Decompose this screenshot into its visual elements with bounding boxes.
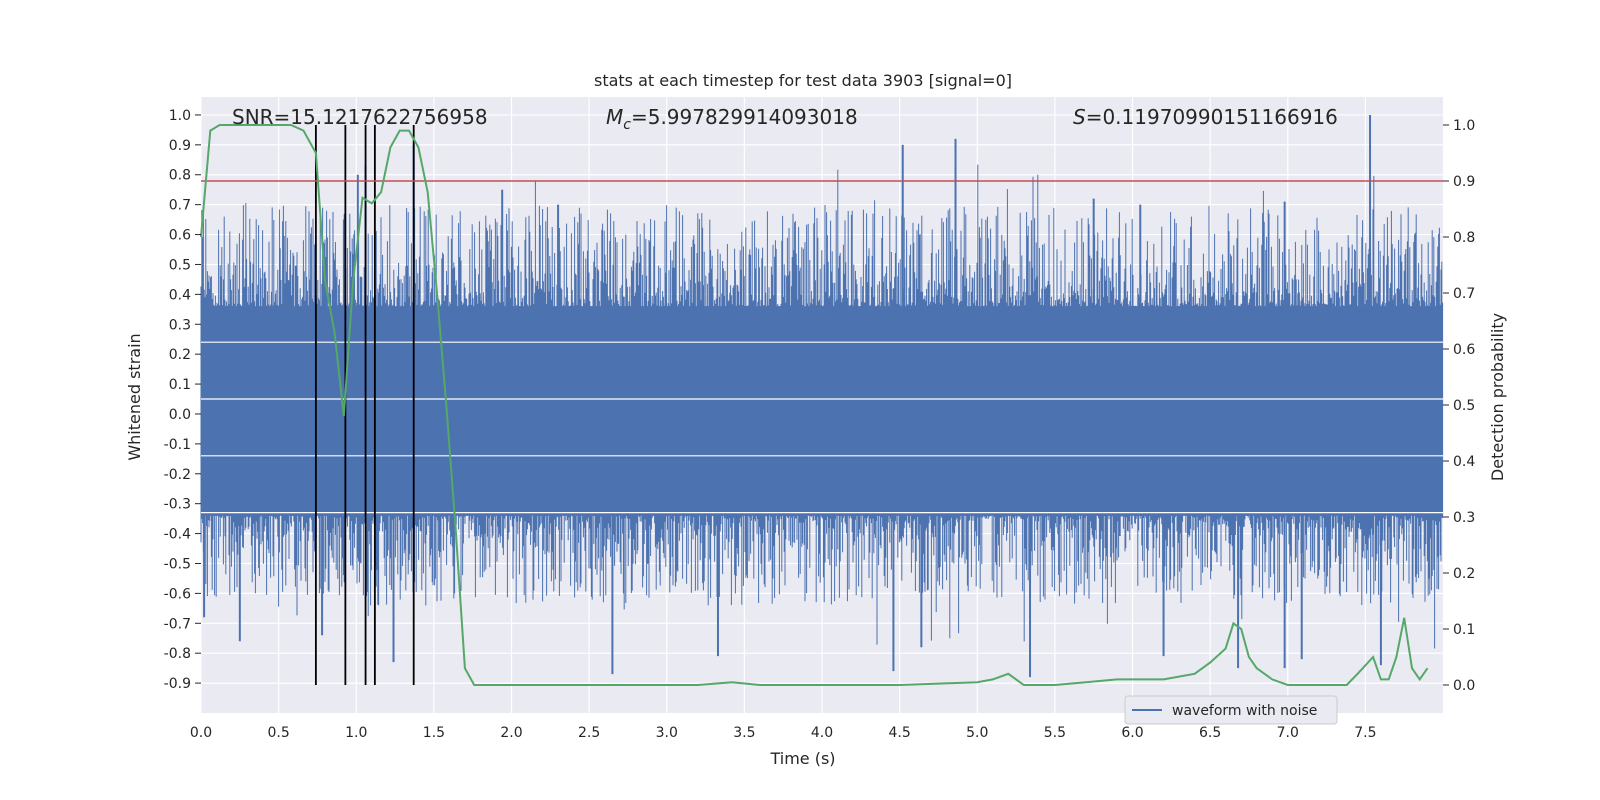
y-axis-label: Whitened strain bbox=[125, 333, 144, 460]
y-tick-label: -0.3 bbox=[164, 497, 191, 513]
y-tick-label: 0.2 bbox=[169, 347, 191, 363]
y-tick-label: 0.8 bbox=[169, 168, 191, 184]
y-tick-label: 0.4 bbox=[169, 287, 191, 303]
y2-tick-label: 0.2 bbox=[1453, 566, 1475, 582]
s-annotation: S=0.11970990151166916 bbox=[1073, 105, 1338, 129]
x-tick-label: 4.5 bbox=[888, 725, 910, 741]
y2-axis-ticks: 1.0 0.9 0.8 0.7 0.6 0.5 0.4 0.3 0.2 0.1 0.0 bbox=[1443, 118, 1475, 694]
waveform-series bbox=[200, 114, 1444, 678]
x-tick-label: 7.5 bbox=[1354, 725, 1376, 741]
x-tick-label: 7.0 bbox=[1277, 725, 1299, 741]
y-tick-label: 1.0 bbox=[169, 108, 191, 124]
x-tick-label: 2.0 bbox=[500, 725, 522, 741]
snr-annotation: SNR=15.1217622756958 bbox=[232, 105, 488, 129]
y-tick-label: -0.7 bbox=[164, 616, 191, 632]
x-tick-label: 0.5 bbox=[267, 725, 289, 741]
y2-tick-label: 1.0 bbox=[1453, 118, 1475, 134]
y-tick-label: 0.7 bbox=[169, 198, 191, 214]
legend-entry-waveform: waveform with noise bbox=[1172, 703, 1317, 719]
x-tick-label: 2.5 bbox=[578, 725, 600, 741]
probability-line bbox=[200, 124, 1429, 686]
y2-tick-label: 0.8 bbox=[1453, 230, 1475, 246]
y2-axis-label: Detection probability bbox=[1488, 313, 1507, 481]
x-axis-ticks: 0.0 0.5 1.0 1.5 2.0 2.5 3.0 3.5 4.0 4.5 5.0 5.5 6.0 6… bbox=[190, 725, 1377, 741]
x-tick-label: 6.5 bbox=[1199, 725, 1221, 741]
x-tick-label: 3.0 bbox=[656, 725, 678, 741]
y-tick-label: 0.0 bbox=[169, 407, 191, 423]
x-tick-label: 0.0 bbox=[190, 725, 212, 741]
y-tick-label: 0.1 bbox=[169, 377, 191, 393]
x-tick-label: 6.0 bbox=[1121, 725, 1143, 741]
vertical-markers bbox=[314, 125, 415, 685]
y-tick-label: -0.4 bbox=[164, 527, 191, 543]
y2-tick-label: 0.6 bbox=[1453, 342, 1475, 358]
y2-tick-label: 0.0 bbox=[1453, 678, 1475, 694]
y2-tick-label: 0.5 bbox=[1453, 398, 1475, 414]
x-tick-label: 5.5 bbox=[1044, 725, 1066, 741]
y2-tick-label: 0.1 bbox=[1453, 622, 1475, 638]
x-tick-label: 5.0 bbox=[966, 725, 988, 741]
y2-tick-label: 0.7 bbox=[1453, 286, 1475, 302]
legend-box bbox=[1124, 695, 1338, 725]
chart-title: stats at each timestep for test data 390… bbox=[594, 71, 1012, 90]
y-tick-label: -0.6 bbox=[164, 586, 191, 602]
s-symbol: S bbox=[1073, 105, 1086, 129]
probability-series bbox=[200, 124, 1429, 686]
x-tick-label: 1.0 bbox=[345, 725, 367, 741]
chirp-mass-symbol: M bbox=[606, 105, 623, 129]
y-tick-label: 0.6 bbox=[169, 228, 191, 244]
legend: waveform with noise bbox=[1124, 695, 1338, 725]
y-tick-label: 0.9 bbox=[169, 138, 191, 154]
y-tick-label: 0.3 bbox=[169, 317, 191, 333]
y-tick-label: 0.5 bbox=[169, 257, 191, 273]
chirp-mass-value: =5.997829914093018 bbox=[631, 105, 858, 129]
s-value: =0.11970990151166916 bbox=[1086, 105, 1338, 129]
y-tick-label: -0.5 bbox=[164, 556, 191, 572]
chirp-mass-subscript: c bbox=[623, 117, 631, 133]
y-tick-label: -0.2 bbox=[164, 467, 191, 483]
x-tick-label: 4.0 bbox=[811, 725, 833, 741]
x-axis-label: Time (s) bbox=[769, 749, 835, 768]
y2-tick-label: 0.9 bbox=[1453, 174, 1475, 190]
y2-tick-label: 0.3 bbox=[1453, 510, 1475, 526]
y-tick-label: -0.9 bbox=[164, 676, 191, 692]
y-tick-label: -0.1 bbox=[164, 437, 191, 453]
y-axis-ticks: 1.0 0.9 0.8 0.7 0.6 0.5 0.4 0.3 0.2 0.1 0.0 -0.1 -0.… bbox=[164, 108, 201, 692]
x-tick-label: 3.5 bbox=[733, 725, 755, 741]
y-tick-label: -0.8 bbox=[164, 646, 191, 662]
chirp-mass-annotation: Mc=5.997829914093018 bbox=[606, 105, 858, 133]
y2-tick-label: 0.4 bbox=[1453, 454, 1475, 470]
x-tick-label: 1.5 bbox=[423, 725, 445, 741]
